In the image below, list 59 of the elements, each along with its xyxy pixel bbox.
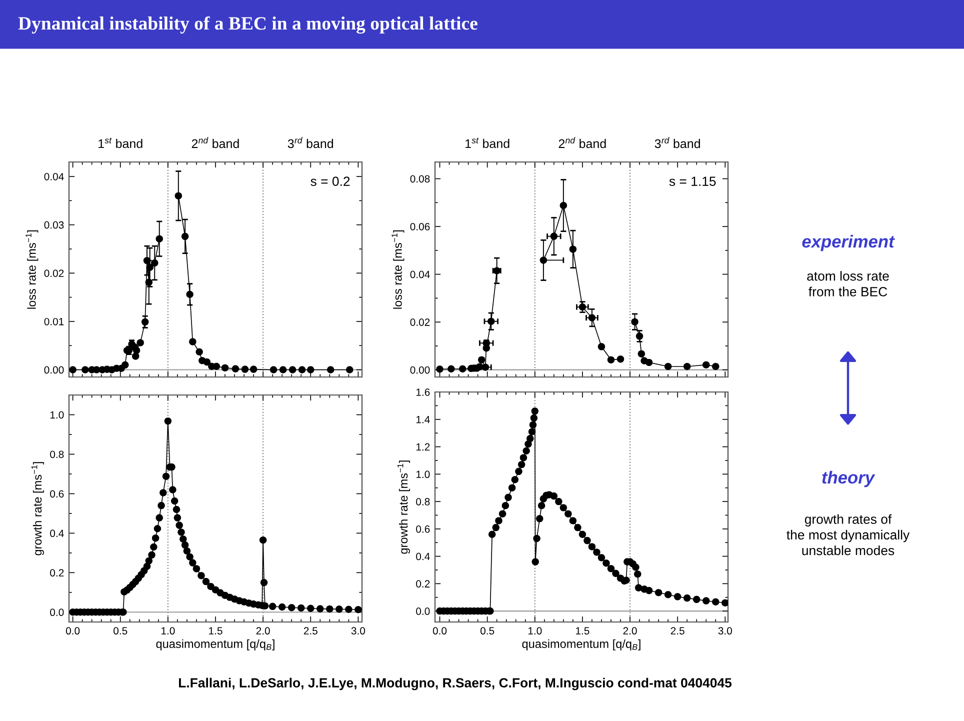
x-tick-label: 0.0 <box>66 627 80 635</box>
y-tick-label: 0.02 <box>410 318 430 326</box>
y-tick-label: 0.01 <box>44 318 64 326</box>
y-tick-label: 0.4 <box>416 552 430 560</box>
y-tick-label: 0.08 <box>410 175 430 183</box>
chart-title: Dynamical instability of a BEC in a moving optical lattice <box>18 16 478 34</box>
annotation: s = 1.15 <box>669 176 716 186</box>
y-tick-label: 1.4 <box>416 416 430 424</box>
y-tick-label: 1.2 <box>416 443 430 451</box>
x-tick-label: 1.0 <box>161 627 175 635</box>
y-tick-label: 0.0 <box>50 608 64 616</box>
text: 1$^{st}$ band <box>466 138 510 148</box>
x-tick-label: 0.5 <box>480 627 494 635</box>
y-axis-title: growth rate [ms$^{−1}$] <box>31 462 44 556</box>
x-tick-label: 3.0 <box>351 627 366 635</box>
y-tick-label: 0.4 <box>50 530 64 538</box>
y-tick-label: 0.2 <box>50 569 64 577</box>
y-tick-label: 1.0 <box>416 470 430 478</box>
x-tick-label: 2.5 <box>304 627 318 635</box>
y-tick-label: 1.0 <box>50 411 64 419</box>
y-tick-label: 0.03 <box>44 221 64 229</box>
y-axis-title: growth rate [ms$^{−1}$] <box>397 460 410 554</box>
x-tick-label: 1.5 <box>576 627 590 635</box>
text: 3$^{rd}$ band <box>288 137 334 148</box>
y-tick-label: 0.04 <box>44 172 64 180</box>
x-axis-title: quasimomentum [q/q$_{B}$] <box>522 639 640 650</box>
y-tick-label: 0.00 <box>410 366 430 374</box>
y-tick-label: 0.2 <box>416 580 430 588</box>
x-tick-label: 2.0 <box>256 627 270 635</box>
text: growth rates of the most dynamically unstable modes <box>786 514 910 556</box>
text: 2$^{nd}$ band <box>192 137 239 148</box>
text: experiment <box>802 234 895 252</box>
text: L.Fallani, L.DeSarlo, J.E.Lye, M.Modugno, R.Saers, C.Fort, M.Inguscio cond-mat 0404045 <box>179 678 732 690</box>
y-tick-label: 1.6 <box>416 388 430 396</box>
y-tick-label: 0.6 <box>416 525 430 533</box>
y-tick-label: 0.02 <box>44 270 64 277</box>
x-tick-label: 1.0 <box>528 627 542 635</box>
x-tick-label: 3.0 <box>718 627 732 635</box>
x-tick-label: 0.5 <box>114 627 128 635</box>
x-tick-label: 1.5 <box>209 627 222 635</box>
y-tick-label: 0.04 <box>410 270 430 278</box>
y-tick-label: 0.8 <box>416 498 430 506</box>
text: 1$^{st}$ band <box>98 138 142 148</box>
x-tick-label: 2.0 <box>623 627 637 635</box>
y-tick-label: 0.6 <box>50 490 64 498</box>
x-tick-label: 2.5 <box>670 627 684 635</box>
text: theory <box>822 470 876 488</box>
text: atom loss rate from the BEC <box>807 271 889 296</box>
y-tick-label: 0.00 <box>44 366 64 374</box>
y-axis-title: loss rate [ms$^{−1}$] <box>392 230 404 309</box>
x-axis-title: quasimomentum [q/q$_{B}$] <box>156 639 274 650</box>
text: 2$^{nd}$ band <box>558 137 606 148</box>
y-axis-title: loss rate [ms$^{−1}$] <box>26 230 38 309</box>
x-tick-label: 0.0 <box>432 627 447 635</box>
text: 3$^{rd}$ band <box>654 137 700 148</box>
y-tick-label: 0.06 <box>410 223 430 230</box>
y-tick-label: 0.8 <box>50 450 64 458</box>
annotation: s = 0.2 <box>310 176 350 186</box>
y-tick-label: 0.0 <box>416 608 430 615</box>
